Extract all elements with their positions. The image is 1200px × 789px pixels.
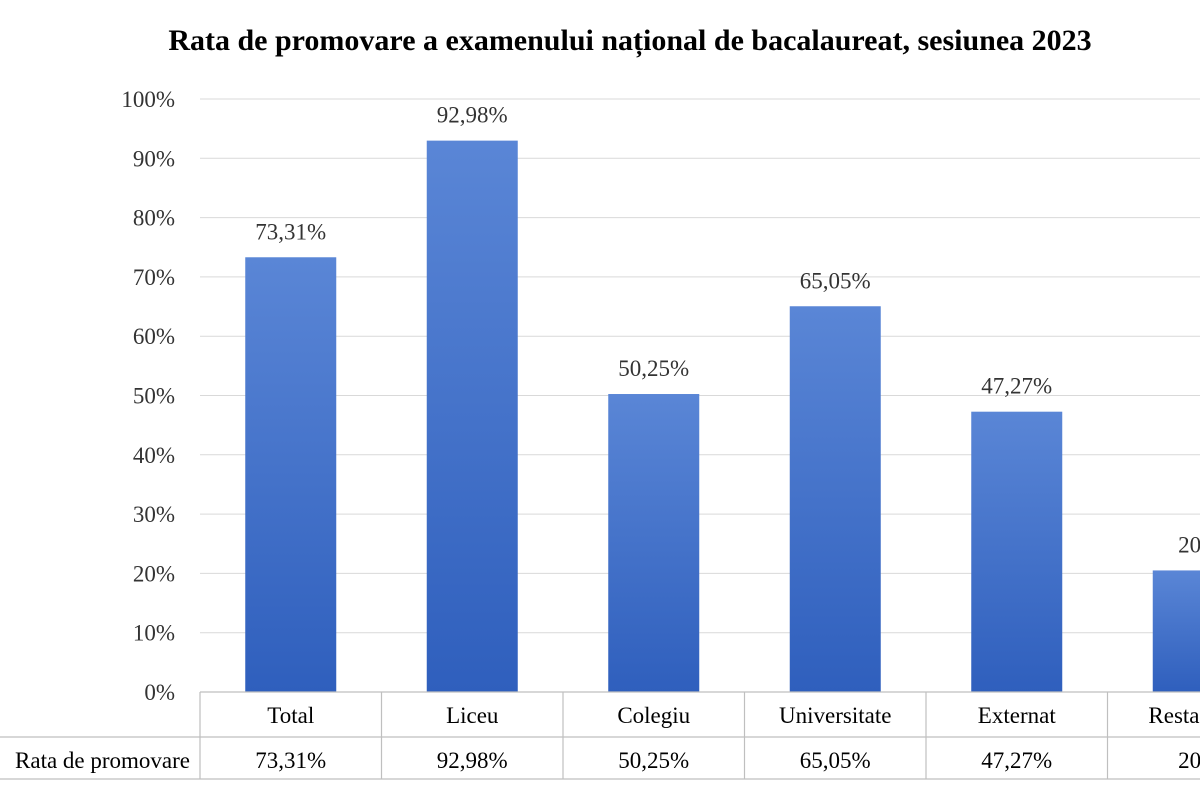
data-label: 92,98% — [437, 103, 508, 128]
y-tick-label: 40% — [133, 443, 175, 468]
y-tick-label: 30% — [133, 502, 175, 527]
y-tick-label: 10% — [133, 621, 175, 646]
table-value: 73,31% — [255, 748, 326, 773]
y-tick-label: 0% — [144, 680, 175, 705]
y-tick-label: 20% — [133, 561, 175, 586]
category-label: Total — [267, 703, 314, 728]
bar — [245, 257, 337, 692]
y-tick-label: 90% — [133, 146, 175, 171]
chart-title: Rata de promovare a examenului național … — [168, 24, 1091, 58]
y-tick-label: 60% — [133, 324, 175, 349]
data-label: 73,31% — [255, 219, 326, 244]
table-value: 20,5 — [1178, 748, 1200, 773]
bar — [789, 306, 881, 692]
data-label: 20,5 — [1178, 532, 1200, 557]
y-tick-label: 70% — [133, 265, 175, 290]
bar — [426, 140, 518, 692]
data-label: 47,27% — [981, 374, 1052, 399]
bar — [1152, 570, 1200, 692]
table-value: 50,25% — [618, 748, 689, 773]
category-label: Externat — [978, 703, 1057, 728]
y-tick-label: 100% — [121, 87, 175, 112]
y-tick-label: 50% — [133, 384, 175, 409]
table-value: 65,05% — [800, 748, 871, 773]
table-value: 92,98% — [437, 748, 508, 773]
y-tick-label: 80% — [133, 206, 175, 231]
category-label: Restanțieri — [1148, 703, 1200, 728]
data-label: 50,25% — [618, 356, 689, 381]
category-label: Liceu — [446, 703, 499, 728]
data-label: 65,05% — [800, 268, 871, 293]
table-value: 47,27% — [981, 748, 1052, 773]
bar — [608, 394, 700, 692]
series-name-label: Rata de promovare — [15, 748, 190, 773]
category-label: Universitate — [779, 703, 891, 728]
category-label: Colegiu — [617, 703, 690, 728]
bar — [971, 411, 1063, 692]
